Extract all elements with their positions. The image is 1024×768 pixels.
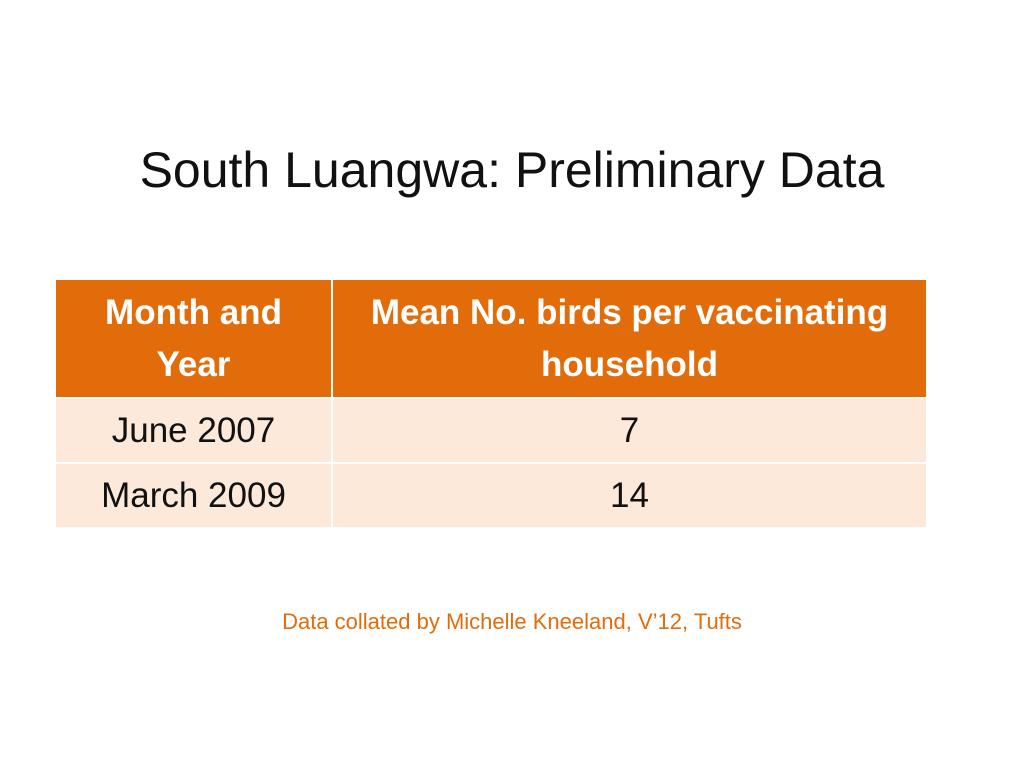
- data-table: Month and Year Mean No. birds per vaccin…: [56, 280, 926, 527]
- table-cell-mean-birds: 14: [331, 462, 926, 527]
- table-row: June 2007 7: [56, 397, 926, 464]
- source-footnote: Data collated by Michelle Kneeland, V’12…: [282, 609, 742, 634]
- column-header-month-year: Month and Year: [56, 280, 333, 399]
- column-header-mean-birds: Mean No. birds per vaccinating household: [331, 280, 926, 399]
- slide-title: South Luangwa: Preliminary Data: [139, 141, 885, 198]
- table-row: March 2009 14: [56, 462, 926, 527]
- table-header-row: Month and Year Mean No. birds per vaccin…: [56, 280, 926, 399]
- table-cell-month-year: June 2007: [56, 397, 333, 464]
- table-cell-mean-birds: 7: [331, 397, 926, 464]
- table-cell-month-year: March 2009: [56, 462, 333, 527]
